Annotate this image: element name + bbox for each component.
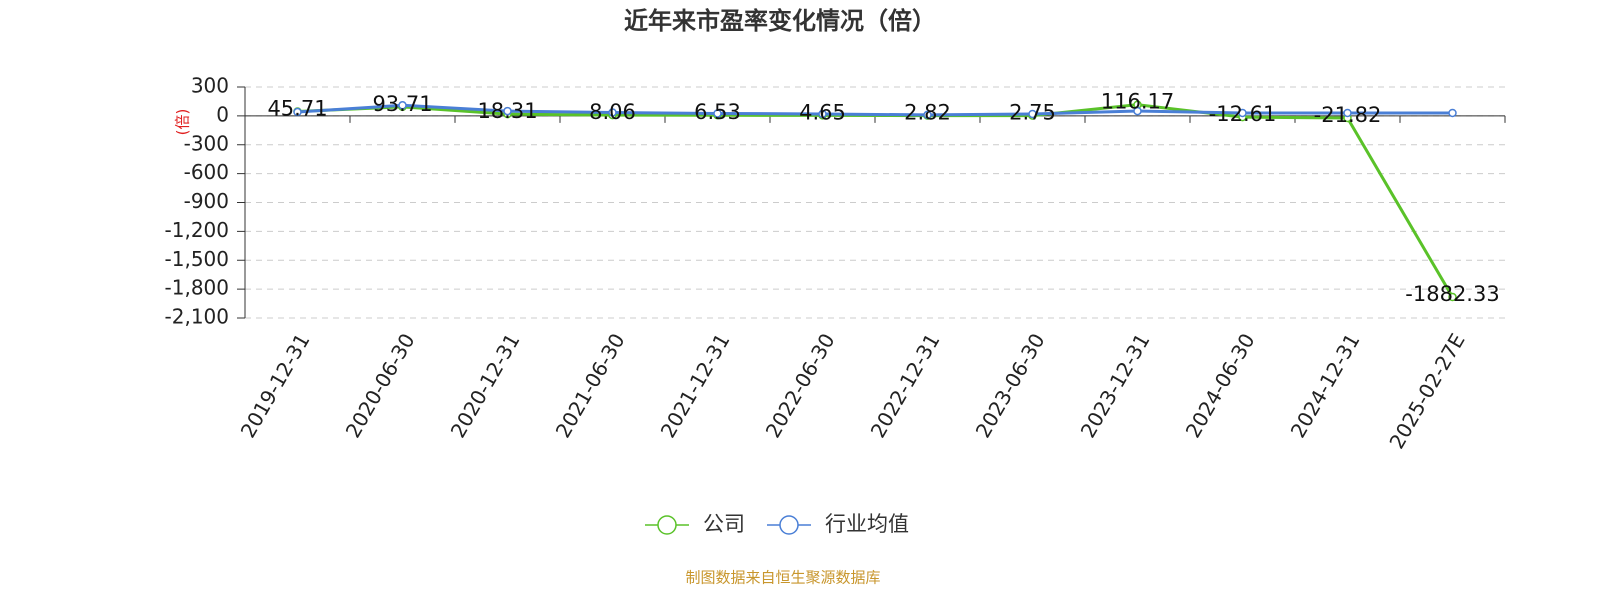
data-label: 2.82 (904, 101, 951, 125)
data-point (398, 101, 407, 110)
y-tick-label: -300 (184, 131, 229, 155)
x-tick-label: 2021-06-30 (551, 329, 630, 442)
data-point (923, 110, 932, 120)
data-point (818, 109, 827, 119)
data-point (1028, 109, 1037, 119)
x-tick-label: 2024-12-31 (1286, 329, 1365, 442)
chart-title: 近年来市盈率变化情况（倍） (624, 7, 936, 35)
x-tick-label: 2019-12-31 (236, 329, 315, 442)
y-tick-label: -600 (184, 160, 229, 184)
data-point (1343, 108, 1352, 118)
series-line (297, 103, 1453, 117)
data-label: -21.82 (1314, 103, 1382, 127)
y-tick-label: 300 (191, 74, 229, 98)
y-tick-label: -900 (184, 189, 229, 213)
data-point (1448, 292, 1457, 302)
data-point (713, 109, 722, 118)
data-label: 116.17 (1101, 90, 1174, 114)
y-axis-label: (倍) (174, 109, 192, 136)
data-label: 18.31 (477, 99, 537, 123)
data-label: 8.06 (589, 100, 636, 124)
data-label: 93.71 (372, 92, 432, 116)
x-tick-label: 2020-06-30 (341, 329, 420, 442)
data-point (293, 107, 302, 117)
legend-marker (657, 515, 677, 535)
x-tick-label: 2022-06-30 (761, 329, 840, 442)
x-tick-label: 2023-06-30 (971, 329, 1050, 442)
y-tick-label: -1,500 (165, 247, 229, 271)
data-label: 4.65 (799, 100, 846, 124)
source-note: 制图数据来自恒生聚源数据库 (685, 569, 880, 587)
data-label: 45.71 (267, 96, 327, 120)
x-tick-label: 2025-02-27E (1384, 329, 1469, 453)
legend-marker (779, 515, 799, 535)
x-tick-label: 2021-12-31 (656, 329, 735, 442)
legend-label: 行业均值 (825, 512, 909, 536)
data-point (503, 106, 512, 116)
legend-label: 公司 (703, 512, 745, 536)
data-point (1448, 108, 1457, 118)
x-tick-label: 2023-12-31 (1076, 329, 1155, 442)
y-tick-label: -1,800 (165, 276, 229, 300)
x-tick-label: 2022-12-31 (866, 329, 945, 442)
data-label: 2.75 (1009, 101, 1056, 125)
data-point (1133, 106, 1142, 116)
x-tick-label: 2020-12-31 (446, 329, 525, 442)
y-tick-label: 0 (216, 102, 229, 126)
x-tick-label: 2024-06-30 (1181, 329, 1260, 442)
data-label: -1882.33 (1405, 282, 1499, 306)
data-point (608, 108, 617, 117)
y-tick-label: -2,100 (165, 305, 229, 329)
data-label: 6.53 (694, 100, 741, 124)
series-line (297, 103, 1454, 298)
y-tick-label: -1,200 (165, 218, 229, 242)
data-label: -12.61 (1209, 102, 1277, 126)
data-point (1238, 108, 1247, 118)
